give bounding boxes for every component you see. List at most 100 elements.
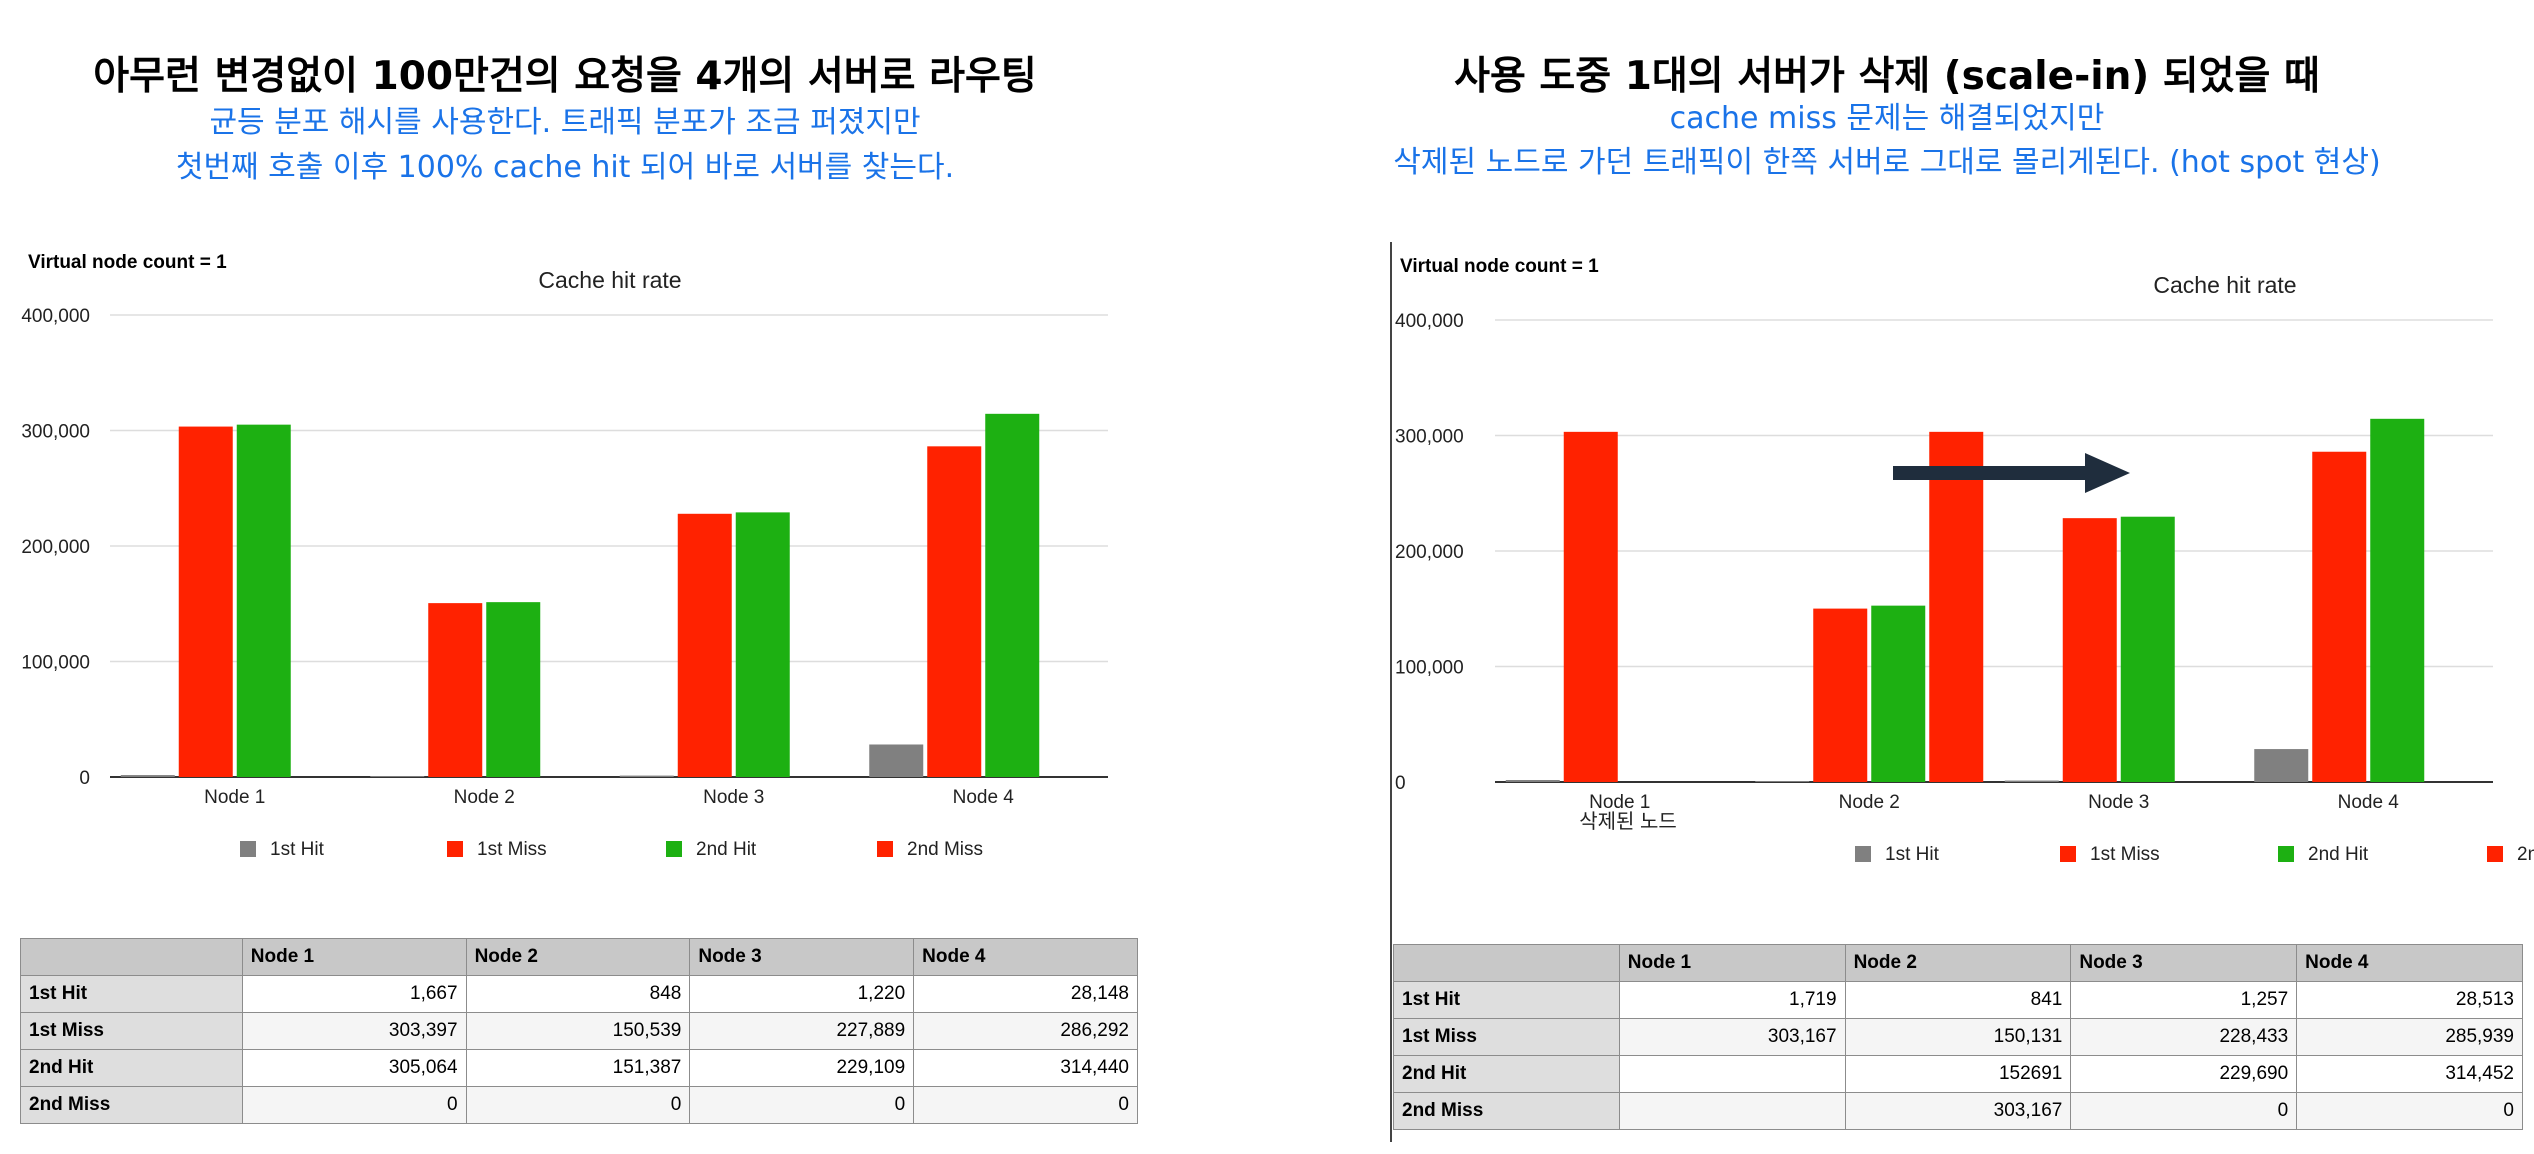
table-column-header: Node 1 — [1618, 944, 1846, 982]
table-cell: 0 — [2070, 1092, 2298, 1130]
legend-label-2nd-miss: 2nd Miss — [2517, 844, 2534, 865]
table-cell: 228,433 — [2070, 1018, 2298, 1056]
table-column-header: Node 1 — [241, 938, 467, 976]
bar-2nd-hit-node-4 — [985, 413, 1040, 777]
bar-1st-hit-node-1 — [1505, 780, 1560, 782]
table-cell: 151,387 — [465, 1049, 691, 1087]
bar-1st-hit-node-2 — [370, 776, 425, 777]
table-cell: 0 — [241, 1086, 467, 1124]
table-row: 1st Miss 303,167 150,131 228,433 285,939 — [1393, 1018, 2523, 1056]
right-panel-divider — [1390, 242, 1392, 1142]
table-cell: 150,539 — [465, 1012, 691, 1050]
table-cell: 314,440 — [913, 1049, 1138, 1087]
legend-label-1st-hit: 1st Hit — [1885, 844, 1940, 865]
bar-2nd-miss-node-2 — [1929, 431, 1984, 782]
left-bar-chart: Cache hit rate 0 100,000 200,000 300,000 400,… — [21, 267, 1108, 860]
left-subtitle-line-1: 균등 분포 해시를 사용한다. 트래픽 분포가 조금 퍼졌지만 — [209, 105, 921, 140]
x-tick-label: Node 4 — [2338, 792, 2400, 813]
table-cell: 227,889 — [689, 1012, 915, 1050]
bar-1st-hit-node-3 — [2004, 780, 2059, 782]
bar-1st-hit-node-1 — [120, 775, 175, 777]
table-cell — [1618, 1055, 1846, 1093]
bar-2nd-hit-node-3 — [2120, 516, 2175, 782]
table-row: 2nd Hit 305,064 151,387 229,109 314,440 — [20, 1049, 1138, 1087]
bar-1st-miss-node-3 — [677, 513, 732, 777]
right-arrow-icon — [1893, 453, 2130, 493]
legend-swatch-1st-hit — [1855, 846, 1871, 862]
table-row-header: 1st Miss — [20, 1012, 243, 1050]
table-cell: 848 — [465, 975, 691, 1013]
legend-label-1st-miss: 1st Miss — [477, 839, 547, 860]
table-column-header: Node 2 — [465, 938, 691, 976]
table-cell — [1618, 1092, 1846, 1130]
deleted-node-label: 삭제된 노드 — [1579, 810, 1677, 833]
bar-1st-miss-node-2 — [1813, 608, 1868, 782]
right-subtitle-line-1: cache miss 문제는 해결되었지만 — [1669, 101, 2105, 136]
legend-swatch-1st-miss — [447, 841, 463, 857]
y-tick-label: 300,000 — [21, 422, 90, 443]
table-row: 1st Hit 1,667 848 1,220 28,148 — [20, 975, 1138, 1013]
table-row: 2nd Miss 303,167 0 0 — [1393, 1092, 2523, 1130]
table-row: 2nd Miss 0 0 0 0 — [20, 1086, 1138, 1124]
legend-swatch-1st-miss — [2060, 846, 2076, 862]
bar-1st-hit-node-4 — [2254, 749, 2309, 782]
bar-1st-miss-node-4 — [2312, 451, 2367, 782]
table-column-header: Node 3 — [2070, 944, 2298, 982]
bar-1st-hit-node-4 — [869, 744, 924, 777]
table-row: 1st Hit 1,719 841 1,257 28,513 — [1393, 981, 2523, 1019]
table-column-header: Node 4 — [2296, 944, 2523, 982]
table-cell: 286,292 — [913, 1012, 1138, 1050]
bar-1st-miss-node-1 — [1563, 431, 1618, 782]
right-subtitle-line-2: 삭제된 노드로 가던 트래픽이 한쪽 서버로 그대로 몰리게된다. (hot s… — [1393, 145, 2381, 180]
table-row-header: 2nd Hit — [1393, 1055, 1620, 1093]
table-cell: 1,719 — [1618, 981, 1846, 1019]
table-cell: 303,167 — [1844, 1092, 2072, 1130]
legend-label-1st-miss: 1st Miss — [2090, 844, 2160, 865]
y-tick-label: 100,000 — [21, 653, 90, 674]
bar-1st-miss-node-2 — [428, 603, 483, 777]
y-tick-label: 100,000 — [1395, 658, 1464, 679]
table-cell: 0 — [465, 1086, 691, 1124]
table-corner-cell — [20, 938, 243, 976]
x-tick-label: Node 2 — [1839, 792, 1900, 813]
y-tick-label: 400,000 — [21, 306, 90, 327]
y-tick-label: 300,000 — [1395, 427, 1464, 448]
table-cell: 285,939 — [2296, 1018, 2523, 1056]
legend-swatch-2nd-hit — [2278, 846, 2294, 862]
bar-1st-miss-node-4 — [927, 446, 982, 777]
legend-swatch-2nd-hit — [666, 841, 682, 857]
y-tick-label: 200,000 — [21, 537, 90, 558]
right-title: 사용 도중 1대의 서버가 삭제 (scale-in) 되었을 때 — [1454, 54, 2320, 99]
table-cell: 0 — [2296, 1092, 2523, 1130]
legend-label-2nd-miss: 2nd Miss — [907, 839, 983, 860]
right-panel: 사용 도중 1대의 서버가 삭제 (scale-in) 되었을 때 cache … — [1240, 0, 2534, 1154]
table-cell: 841 — [1844, 981, 2072, 1019]
x-tick-label: Node 1 — [204, 787, 265, 808]
table-cell: 303,167 — [1618, 1018, 1846, 1056]
bar-2nd-hit-node-2 — [1871, 605, 1926, 782]
table-cell: 314,452 — [2296, 1055, 2523, 1093]
table-cell: 28,513 — [2296, 981, 2523, 1019]
y-tick-label: 400,000 — [1395, 311, 1464, 332]
table-row-header: 1st Hit — [20, 975, 243, 1013]
right-data-table: Node 1 Node 2 Node 3 Node 4 1st Hit 1,719 841 1… — [1393, 944, 2523, 1130]
bar-1st-miss-node-3 — [2062, 518, 2117, 782]
x-tick-label: Node 2 — [454, 787, 515, 808]
bar-2nd-hit-node-1 — [236, 424, 291, 777]
legend-swatch-2nd-miss — [877, 841, 893, 857]
table-cell: 303,397 — [241, 1012, 467, 1050]
table-row-header: 2nd Hit — [20, 1049, 243, 1087]
bar-1st-miss-node-1 — [178, 426, 233, 777]
x-tick-label: Node 4 — [953, 787, 1015, 808]
right-virtual-node-count: Virtual node count = 1 — [1400, 256, 1599, 277]
y-tick-label: 200,000 — [1395, 542, 1464, 563]
table-column-header: Node 3 — [689, 938, 915, 976]
table-row-header: 2nd Miss — [1393, 1092, 1620, 1130]
bar-2nd-hit-node-3 — [735, 512, 790, 777]
table-cell: 229,690 — [2070, 1055, 2298, 1093]
table-row-header: 2nd Miss — [20, 1086, 243, 1124]
table-column-header: Node 2 — [1844, 944, 2072, 982]
table-cell: 1,257 — [2070, 981, 2298, 1019]
chart-title: Cache hit rate — [538, 267, 681, 293]
legend-label-2nd-hit: 2nd Hit — [696, 839, 757, 860]
